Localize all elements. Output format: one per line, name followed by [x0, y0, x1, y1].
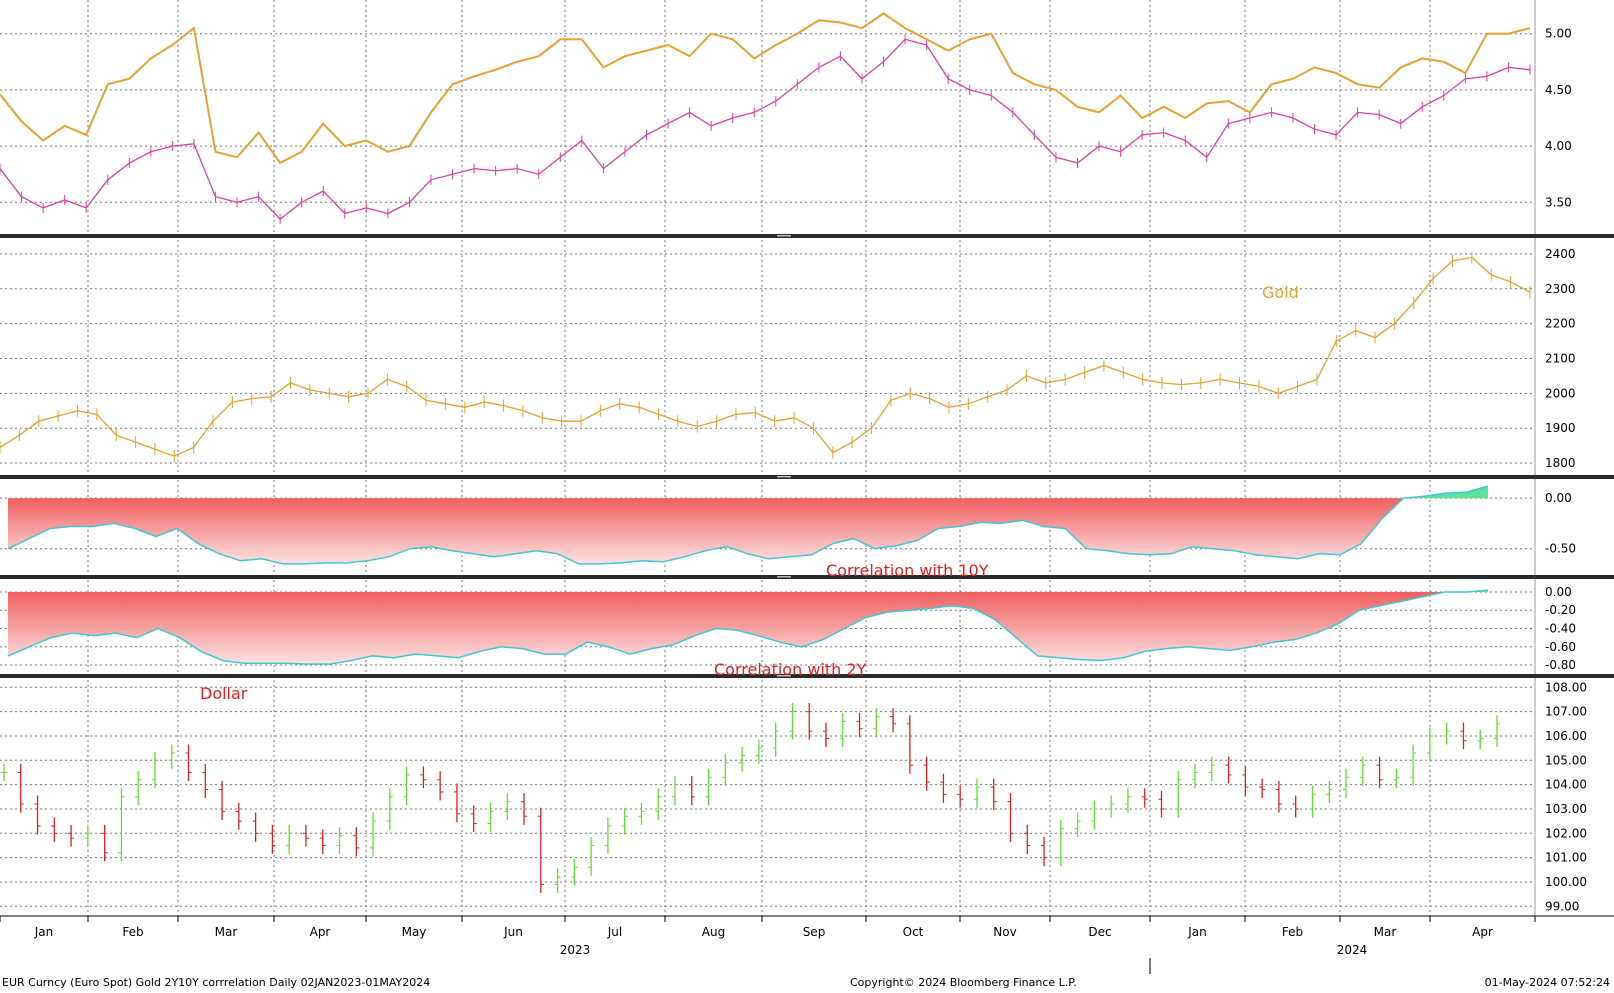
y-tick-label: 100.00 — [1545, 875, 1587, 889]
x-month-label: Mar — [1374, 925, 1397, 939]
x-month-label: Nov — [993, 925, 1016, 939]
axis-layer: 5.00 4.50 4.00 3.50 2400 2300 2200 2100 2000 1900… — [0, 27, 1614, 974]
y-tick-label: 0.00 — [1545, 491, 1572, 505]
x-month-label: Mar — [215, 925, 238, 939]
y-tick-label: 107.00 — [1545, 705, 1587, 719]
x-month-label: Dec — [1088, 925, 1111, 939]
x-month-label: Oct — [903, 925, 924, 939]
panel-separator — [0, 475, 1614, 479]
y-tick-label: 1800 — [1545, 456, 1576, 470]
gold-series-label: Gold — [1262, 283, 1299, 302]
panel-separator — [0, 575, 1614, 579]
y-tick-label: 101.00 — [1545, 851, 1587, 865]
x-month-label: Apr — [310, 925, 331, 939]
separator-grip — [777, 235, 791, 237]
y-tick-label: 99.00 — [1545, 899, 1579, 913]
separator-grip — [777, 576, 791, 578]
panel-separator — [0, 234, 1614, 238]
panel-separator — [0, 674, 1614, 678]
y-tick-label: 2300 — [1545, 282, 1576, 296]
footer-timestamp: 01-May-2024 07:52:24 — [1485, 976, 1610, 989]
y-tick-label: 3.50 — [1545, 195, 1572, 209]
y-tick-label: 4.00 — [1545, 139, 1572, 153]
y-tick-label: 108.00 — [1545, 680, 1587, 694]
x-month-label: Aug — [702, 925, 725, 939]
footer: EUR Curncy (Euro Spot) Gold 2Y10Y corrre… — [2, 976, 1610, 989]
corr-10y-pos-area — [8, 486, 1488, 499]
grid-layer — [0, 0, 1536, 916]
separator-grip — [777, 675, 791, 677]
y-tick-label: 105.00 — [1545, 753, 1587, 767]
gold-line — [0, 256, 1531, 457]
x-month-label: Feb — [1282, 925, 1303, 939]
y-tick-label: 102.00 — [1545, 826, 1587, 840]
x-month-label: Feb — [122, 925, 143, 939]
x-month-label: Jul — [607, 925, 622, 939]
x-month-label: Jan — [1187, 925, 1207, 939]
footer-description: EUR Curncy (Euro Spot) Gold 2Y10Y corrre… — [2, 976, 430, 989]
label-layer: Gold Correlation with 10Y Correlation with… — [200, 283, 1299, 703]
y-tick-label: -0.50 — [1545, 542, 1576, 556]
separator-grip — [777, 476, 791, 478]
y-tick-label: -0.20 — [1545, 603, 1576, 617]
footer-copyright: Copyright© 2024 Bloomberg Finance L.P. — [850, 976, 1077, 989]
y-tick-label: 1900 — [1545, 421, 1576, 435]
x-month-label: Apr — [1472, 925, 1493, 939]
y-tick-label: 106.00 — [1545, 729, 1587, 743]
dollar-label: Dollar — [200, 684, 248, 703]
corr-2y-neg-area — [8, 591, 1488, 665]
x-month-label: Jan — [34, 925, 54, 939]
y-tick-label: -0.80 — [1545, 658, 1576, 672]
y-tick-label: 104.00 — [1545, 778, 1587, 792]
series-layer — [0, 12, 1531, 893]
x-month-label: May — [402, 925, 427, 939]
x-month-label: Jun — [503, 925, 523, 939]
y-tick-label: 5.00 — [1545, 27, 1572, 41]
x-year-label: 2023 — [560, 943, 591, 957]
corr-2y-line — [7, 589, 1489, 665]
x-month-label: Sep — [803, 925, 826, 939]
y-tick-label: -0.40 — [1545, 622, 1576, 636]
corr-10y-label: Correlation with 10Y — [826, 561, 989, 580]
corr-2y-label: Correlation with 2Y — [714, 660, 867, 679]
y-tick-label: 103.00 — [1545, 802, 1587, 816]
y-tick-label: 0.00 — [1545, 585, 1572, 599]
y-tick-label: -0.60 — [1545, 640, 1576, 654]
y-tick-label: 2200 — [1545, 317, 1576, 331]
x-year-label: 2024 — [1337, 943, 1368, 957]
corr-10y-line — [7, 485, 1489, 565]
y-tick-label: 4.50 — [1545, 83, 1572, 97]
y-tick-label: 2100 — [1545, 352, 1576, 366]
y-tick-label: 2000 — [1545, 386, 1576, 400]
corr-10y-neg-area — [8, 498, 1488, 564]
yield-2y-line — [0, 38, 1531, 220]
y-tick-label: 2400 — [1545, 247, 1576, 261]
yield-10y-line — [0, 12, 1531, 165]
